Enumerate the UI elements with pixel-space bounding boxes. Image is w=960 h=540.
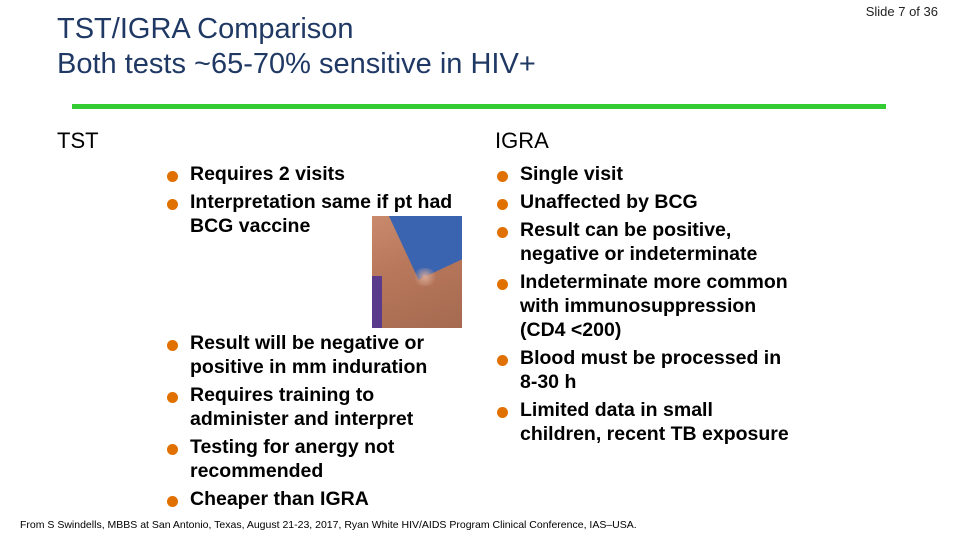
list-item: Result will be negative or positive in m… <box>166 331 466 379</box>
bullet-icon <box>167 444 178 455</box>
list-item: Result can be positive, negative or inde… <box>496 218 796 266</box>
tst-top-list: Requires 2 visits Interpretation same if… <box>166 162 456 242</box>
list-item: Requires training to administer and inte… <box>166 383 466 431</box>
bullet-icon <box>497 407 508 418</box>
list-item: Testing for anergy not recommended <box>166 435 466 483</box>
igra-list: Single visit Unaffected by BCG Result ca… <box>496 162 796 450</box>
bullet-icon <box>497 227 508 238</box>
bullet-icon <box>497 355 508 366</box>
list-item: Unaffected by BCG <box>496 190 796 214</box>
list-item: Blood must be processed in 8-30 h <box>496 346 796 394</box>
tst-bottom-list: Result will be negative or positive in m… <box>166 331 466 515</box>
igra-heading: IGRA <box>495 128 549 153</box>
bullet-icon <box>497 279 508 290</box>
skin-test-photo <box>372 216 462 328</box>
bullet-icon <box>167 496 178 507</box>
list-item: Interpretation same if pt had BCG vaccin… <box>166 190 456 238</box>
bullet-icon <box>497 171 508 182</box>
bullet-icon <box>167 171 178 182</box>
bullet-icon <box>167 199 178 210</box>
photo-shadow <box>372 276 382 328</box>
photo-induration <box>412 268 438 286</box>
title-divider <box>72 104 886 109</box>
slide-number: Slide 7 of 36 <box>865 4 938 19</box>
source-citation: From S Swindells, MBBS at San Antonio, T… <box>20 519 637 531</box>
list-item: Single visit <box>496 162 796 186</box>
slide-title: TST/IGRA Comparison Both tests ~65-70% s… <box>57 12 536 82</box>
tst-heading: TST <box>57 128 99 153</box>
title-line-1: TST/IGRA Comparison <box>57 13 354 45</box>
bullet-icon <box>497 199 508 210</box>
bullet-icon <box>167 340 178 351</box>
list-item: Indeterminate more common with immunosup… <box>496 270 796 342</box>
bullet-icon <box>167 392 178 403</box>
list-item: Limited data in small children, recent T… <box>496 398 796 446</box>
list-item: Cheaper than IGRA <box>166 487 466 511</box>
list-item: Requires 2 visits <box>166 162 456 186</box>
title-line-2: Both tests ~65-70% sensitive in HIV+ <box>57 48 536 80</box>
